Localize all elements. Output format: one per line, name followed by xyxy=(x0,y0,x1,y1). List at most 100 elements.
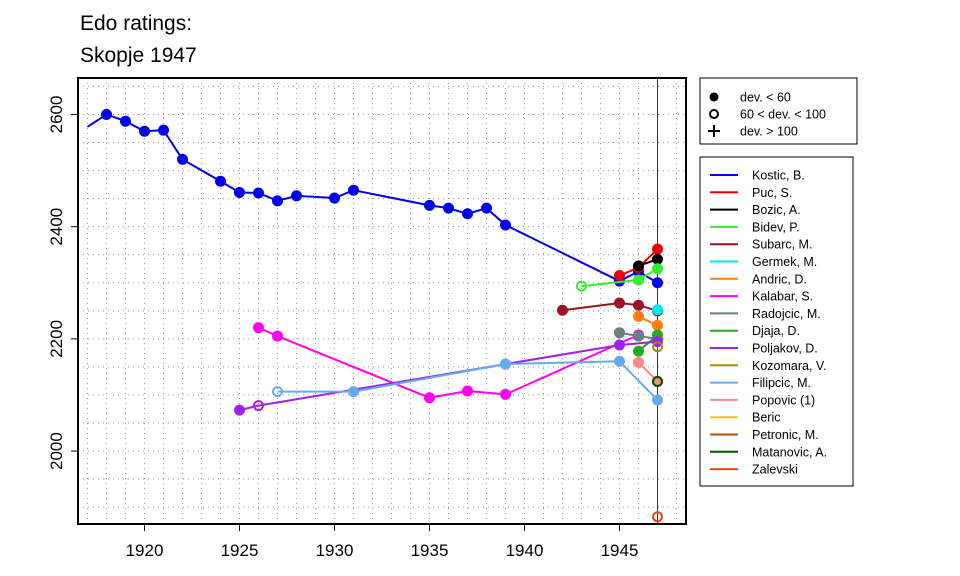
legend-label: Petronic, M. xyxy=(752,428,819,442)
chart-title: Edo ratings: Skopje 1947 xyxy=(80,8,197,72)
data-point xyxy=(291,190,302,202)
series-popovic-1 xyxy=(633,356,663,388)
data-point xyxy=(101,108,112,120)
data-point xyxy=(500,358,511,370)
data-point-open xyxy=(272,386,283,398)
data-point xyxy=(139,125,150,137)
marker-legend-box xyxy=(699,77,858,145)
data-point xyxy=(500,388,511,400)
data-point xyxy=(652,394,663,406)
legend-label: Poljakov, D. xyxy=(752,342,818,356)
data-point xyxy=(443,202,454,214)
series-line xyxy=(239,340,658,412)
data-point xyxy=(462,385,473,397)
legend-label: Kalabar, S. xyxy=(752,290,813,304)
series-bozic-a xyxy=(633,253,663,272)
series-line xyxy=(562,301,658,312)
data-point xyxy=(614,297,625,309)
data-point-open xyxy=(652,511,663,523)
data-point xyxy=(500,219,511,231)
legend-label: Filipcic, M. xyxy=(752,376,811,390)
data-point xyxy=(652,319,663,331)
series-filipcic-m xyxy=(272,355,663,406)
data-point xyxy=(652,277,663,289)
data-point xyxy=(348,184,359,196)
marker-legend-label: 60 < dev. < 100 xyxy=(740,108,826,122)
legend-open-marker xyxy=(709,109,719,119)
legend-label: Subarc, M. xyxy=(752,238,812,252)
data-point-open xyxy=(652,376,663,388)
legend-label: Zalevski xyxy=(752,463,798,477)
data-point-open xyxy=(253,400,264,412)
data-point xyxy=(633,299,644,311)
series-legend-box xyxy=(699,156,854,487)
legend-label: Matanovic, A. xyxy=(752,445,827,459)
legend-label: Germek, M. xyxy=(752,255,817,269)
legend-label: Bozic, A. xyxy=(752,203,801,217)
marker-legend: dev. < 60 60 < dev. < 100 dev. > 100 xyxy=(699,77,858,145)
axes: 1920 1925 1930 1935 1940 1945 2000 2200 2400 2600 xyxy=(47,96,638,560)
x-tick-label: 1940 xyxy=(506,541,544,560)
series-group xyxy=(86,108,663,523)
data-point xyxy=(614,327,625,339)
data-point-open xyxy=(652,341,663,353)
data-point xyxy=(215,175,226,187)
legend-label: Radojcic, M. xyxy=(752,307,821,321)
data-point xyxy=(652,304,663,316)
legend-label: Bidev, P. xyxy=(752,220,800,234)
data-point xyxy=(633,310,644,322)
data-point xyxy=(633,330,644,342)
series-germek-m xyxy=(652,304,663,316)
data-point xyxy=(652,253,663,265)
data-point xyxy=(234,404,245,416)
plot-frame xyxy=(77,77,687,525)
series-bidev-p xyxy=(576,263,663,292)
data-point xyxy=(633,356,644,368)
legend-filled-marker xyxy=(709,92,719,102)
legend-label: Puc, S. xyxy=(752,186,792,200)
data-point xyxy=(329,192,340,204)
data-point xyxy=(253,187,264,199)
data-point xyxy=(253,322,264,334)
data-point xyxy=(177,153,188,165)
data-point xyxy=(348,386,359,398)
series-matanovic-a xyxy=(652,376,663,388)
data-point xyxy=(633,345,644,357)
y-tick-label: 2600 xyxy=(47,96,66,134)
y-tick-label: 2200 xyxy=(47,320,66,358)
legend-label: Beric xyxy=(752,411,780,425)
series-legend: Kostic, B. Puc, S. Bozic, A. Bidev, P. Subar… xyxy=(699,156,854,487)
data-point xyxy=(120,115,131,127)
y-tick-label: 2400 xyxy=(47,208,66,246)
data-point xyxy=(158,124,169,136)
legend-label: Kozomara, V. xyxy=(752,359,827,373)
legend-plus-marker xyxy=(708,125,720,137)
data-point xyxy=(234,186,245,198)
data-point xyxy=(462,208,473,220)
series-kozomara-v xyxy=(652,341,663,353)
data-point xyxy=(557,304,568,316)
data-point xyxy=(424,392,435,404)
data-point-open xyxy=(576,280,587,292)
data-point xyxy=(614,355,625,367)
data-point xyxy=(272,195,283,207)
marker-legend-label: dev. < 60 xyxy=(740,91,791,105)
data-point xyxy=(272,330,283,342)
data-point xyxy=(652,263,663,275)
data-point xyxy=(652,243,663,255)
series-zalevski xyxy=(652,511,663,523)
x-tick-label: 1925 xyxy=(221,541,259,560)
data-point xyxy=(614,269,625,281)
legend-label: Popovic (1) xyxy=(752,393,815,407)
data-point xyxy=(633,274,644,286)
legend-label: Andric, D. xyxy=(752,272,807,286)
marker-legend-label: dev. > 100 xyxy=(740,125,798,139)
series-subarc-m xyxy=(557,297,663,317)
chart-title-line-2: Skopje 1947 xyxy=(80,44,197,67)
x-tick-label: 1930 xyxy=(316,541,354,560)
data-point xyxy=(424,199,435,211)
x-tick-label: 1920 xyxy=(126,541,164,560)
legend-label: Djaja, D. xyxy=(752,324,800,338)
series-andric-d xyxy=(633,310,663,331)
